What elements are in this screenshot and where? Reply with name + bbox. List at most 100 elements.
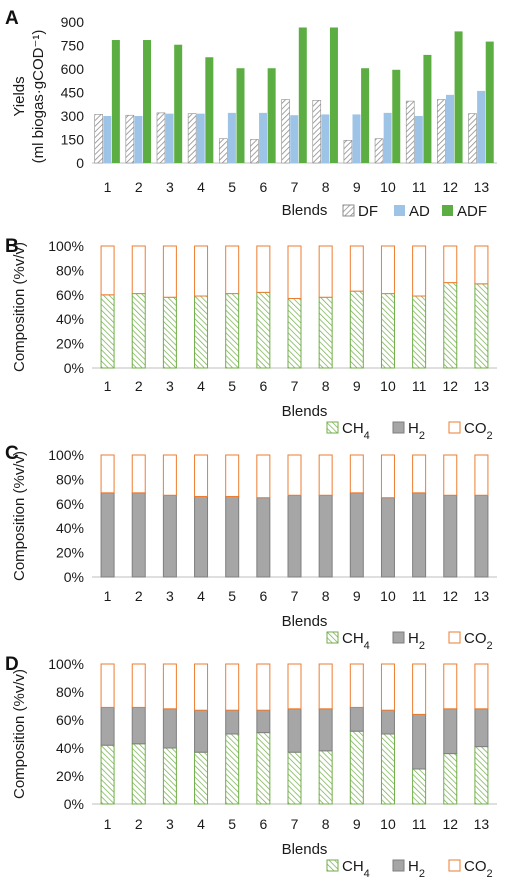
x-tick-label: 7 xyxy=(291,816,299,832)
bar-segment-h2 xyxy=(412,713,427,770)
bar-segment-ch4 xyxy=(349,730,364,805)
y-tick-label: 40% xyxy=(56,520,84,536)
bar-segment-h2 xyxy=(256,497,271,578)
y-tick-label: 20% xyxy=(56,768,84,784)
x-tick-label: 4 xyxy=(197,816,205,832)
bar-ad xyxy=(414,116,423,163)
bar-segment-ch4 xyxy=(474,283,489,369)
bar-ad xyxy=(383,112,392,163)
bar-segment-ch4 xyxy=(287,751,302,805)
y-tick-label: 80% xyxy=(56,262,84,278)
legend-label-co2: CO2 xyxy=(464,630,493,652)
y-tick-label: 60% xyxy=(56,287,84,303)
legend-label-ch4: CH4 xyxy=(342,630,370,652)
bar-segment-h2 xyxy=(412,492,427,578)
bar-adf xyxy=(298,27,307,163)
bar-adf xyxy=(392,69,401,163)
y-tick-label: 600 xyxy=(61,61,85,77)
y-tick-label: 0% xyxy=(64,796,84,812)
bar-segment-h2 xyxy=(194,709,209,753)
legend-label-adf: ADF xyxy=(457,203,487,220)
bar-segment-ch4 xyxy=(131,293,146,369)
bar-segment-ch4 xyxy=(412,768,427,805)
y-axis-title-line: (ml biogas·gCOD⁻¹) xyxy=(30,30,47,164)
bar-df xyxy=(187,113,197,164)
y-axis-title: Composition (%v/v) xyxy=(11,242,28,372)
y-tick-label: 450 xyxy=(61,85,85,101)
bar-segment-h2 xyxy=(443,494,458,578)
legend-swatch-ad xyxy=(394,205,405,216)
y-axis-title: Composition (%v/v) xyxy=(11,451,28,581)
bar-df xyxy=(437,99,446,164)
bar-segment-h2 xyxy=(162,708,177,749)
x-tick-label: 1 xyxy=(104,378,112,394)
bar-segment-co2 xyxy=(225,454,240,497)
bar-segment-co2 xyxy=(349,663,364,708)
legend-swatch-co2 xyxy=(448,859,461,872)
legend-swatch-df xyxy=(342,204,355,217)
x-tick-label: 9 xyxy=(353,179,361,195)
bar-segment-ch4 xyxy=(287,297,302,369)
y-tick-label: 100% xyxy=(48,447,84,463)
bar-segment-h2 xyxy=(287,708,302,753)
x-tick-label: 6 xyxy=(259,816,267,832)
bar-ad xyxy=(103,116,112,163)
bar-ad xyxy=(259,112,268,163)
bar-segment-h2 xyxy=(131,492,146,578)
y-tick-label: 150 xyxy=(61,132,85,148)
bar-adf xyxy=(111,40,120,164)
x-tick-label: 2 xyxy=(135,378,143,394)
x-tick-label: 2 xyxy=(135,179,143,195)
legend: CH4 H2 CO2 xyxy=(326,858,493,880)
x-tick-label: 5 xyxy=(228,378,236,394)
x-tick-label: 9 xyxy=(353,588,361,604)
bar-adf xyxy=(236,68,245,163)
x-axis-title: Blends xyxy=(282,403,328,420)
bar-df xyxy=(218,138,228,164)
x-tick-label: 8 xyxy=(322,816,330,832)
y-tick-label: 0% xyxy=(64,360,84,376)
chart-panel-b: B0%20%40%60%80%100%1 2 3 4 5 6 7 8 9 10 11 12 13Blen… xyxy=(5,236,497,442)
x-tick-label: 2 xyxy=(135,816,143,832)
bar-segment-co2 xyxy=(256,454,271,499)
x-tick-label: 11 xyxy=(412,816,427,832)
bar-segment-co2 xyxy=(194,663,209,711)
x-tick-label: 3 xyxy=(166,179,174,195)
x-tick-label: 4 xyxy=(197,378,205,394)
bar-adf xyxy=(361,68,370,163)
legend: DF AD ADF xyxy=(342,203,487,220)
x-tick-label: 8 xyxy=(322,179,330,195)
bar-segment-co2 xyxy=(318,663,333,710)
x-tick-label: 3 xyxy=(166,378,174,394)
legend-label-co2: CO2 xyxy=(464,420,493,442)
bar-segment-ch4 xyxy=(474,746,489,805)
bar-segment-ch4 xyxy=(194,295,209,369)
bar-segment-co2 xyxy=(131,454,146,494)
bar-segment-co2 xyxy=(412,454,427,494)
bar-segment-co2 xyxy=(412,245,427,297)
bar-df xyxy=(94,114,103,164)
x-tick-label: 3 xyxy=(166,816,174,832)
bar-df xyxy=(156,112,166,164)
bar-segment-h2 xyxy=(287,494,302,578)
x-tick-label: 13 xyxy=(474,816,490,832)
x-tick-label: 11 xyxy=(412,179,427,195)
bar-segment-co2 xyxy=(287,245,302,299)
bar-adf xyxy=(205,57,214,163)
legend-label-ad: AD xyxy=(409,203,430,220)
bar-ad xyxy=(134,116,143,163)
legend-swatch-ch4 xyxy=(326,421,339,434)
x-tick-label: 10 xyxy=(380,378,396,394)
x-tick-label: 7 xyxy=(291,378,299,394)
y-tick-label: 60% xyxy=(56,712,84,728)
bar-segment-co2 xyxy=(194,454,209,497)
legend-swatch-adf xyxy=(442,205,453,216)
bar-segment-h2 xyxy=(194,495,209,578)
bar-segment-ch4 xyxy=(162,296,177,369)
x-tick-label: 8 xyxy=(322,588,330,604)
x-tick-label: 6 xyxy=(259,588,267,604)
bar-segment-h2 xyxy=(225,709,240,735)
x-tick-label: 6 xyxy=(259,378,267,394)
legend-swatch-ch4 xyxy=(326,859,339,872)
